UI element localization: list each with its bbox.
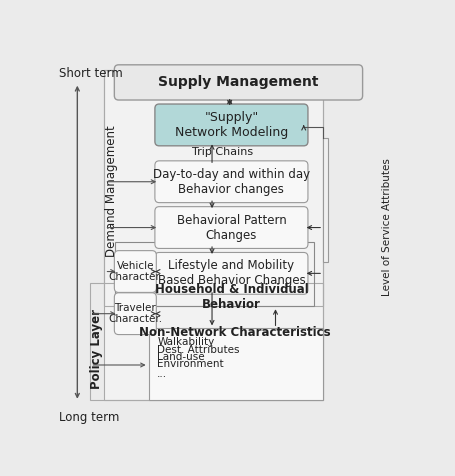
Text: Day-to-day and within day
Behavior changes: Day-to-day and within day Behavior chang… bbox=[153, 168, 310, 196]
FancyBboxPatch shape bbox=[114, 251, 157, 292]
Text: Long term: Long term bbox=[59, 410, 119, 424]
Text: Walkability: Walkability bbox=[157, 337, 215, 347]
Text: Environment: Environment bbox=[157, 359, 224, 369]
Text: Vehicle
Character.: Vehicle Character. bbox=[108, 261, 162, 282]
Text: Policy Layer: Policy Layer bbox=[90, 308, 103, 388]
Text: Lifestyle and Mobility
Based Behavior Changes: Lifestyle and Mobility Based Behavior Ch… bbox=[157, 259, 305, 288]
Bar bbox=[105, 70, 323, 307]
Text: Short term: Short term bbox=[59, 67, 122, 80]
FancyBboxPatch shape bbox=[155, 161, 308, 203]
Text: Dest. Attributes: Dest. Attributes bbox=[157, 345, 240, 355]
Text: Land-use: Land-use bbox=[157, 352, 205, 362]
FancyBboxPatch shape bbox=[155, 104, 308, 146]
Bar bbox=[148, 328, 323, 400]
Bar bbox=[91, 283, 323, 400]
Text: Traveler
Character.: Traveler Character. bbox=[108, 303, 162, 325]
Text: Supply Management: Supply Management bbox=[158, 75, 318, 89]
Text: Behavioral Pattern
Changes: Behavioral Pattern Changes bbox=[177, 214, 286, 241]
Text: Non-Network Characteristics: Non-Network Characteristics bbox=[139, 326, 331, 339]
Bar bbox=[105, 70, 323, 400]
FancyBboxPatch shape bbox=[114, 65, 363, 100]
Bar bbox=[115, 242, 314, 307]
Text: Household & Individual
Behavior: Household & Individual Behavior bbox=[155, 283, 308, 311]
Text: Demand Management: Demand Management bbox=[105, 125, 118, 257]
Text: ...: ... bbox=[157, 369, 167, 379]
FancyBboxPatch shape bbox=[155, 207, 308, 248]
Text: Level of Service Attributes: Level of Service Attributes bbox=[382, 159, 392, 297]
Text: Trip Chains: Trip Chains bbox=[192, 148, 253, 158]
FancyBboxPatch shape bbox=[114, 293, 157, 335]
Bar bbox=[323, 138, 329, 262]
FancyBboxPatch shape bbox=[155, 252, 308, 294]
Text: "Supply"
Network Modeling: "Supply" Network Modeling bbox=[175, 111, 288, 139]
